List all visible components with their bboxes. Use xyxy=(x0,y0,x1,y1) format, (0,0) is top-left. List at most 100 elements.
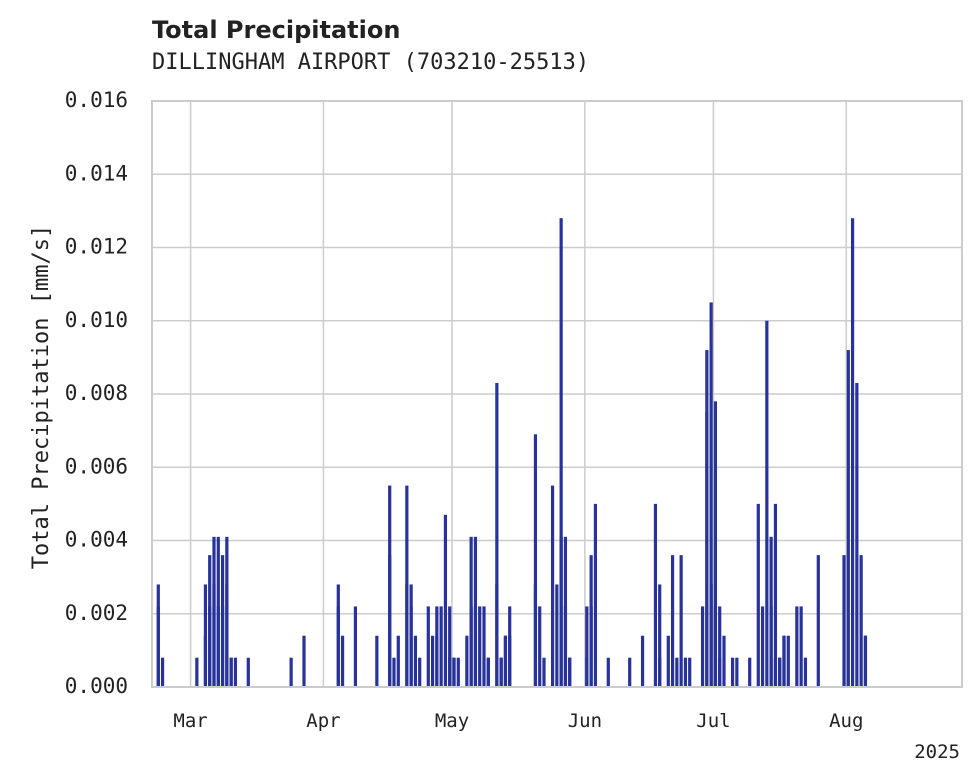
precipitation-bar xyxy=(718,657,722,687)
x-tick-label: Apr xyxy=(306,710,340,732)
precipitation-bar xyxy=(773,503,778,688)
precipitation-bar xyxy=(563,606,568,687)
precipitation-bar xyxy=(426,606,430,687)
precipitation-bar xyxy=(289,657,293,687)
x-tick-label: Aug xyxy=(829,710,863,732)
precipitation-bar xyxy=(850,218,855,687)
precipitation-bar xyxy=(709,302,713,687)
precipitation-bar xyxy=(568,657,572,687)
precipitation-bar xyxy=(730,657,735,687)
precipitation-bar xyxy=(782,635,786,687)
precipitation-bar xyxy=(542,657,546,687)
precipitation-bar xyxy=(203,584,208,687)
precipitation-bar xyxy=(640,635,645,687)
x-tick-label: Jun xyxy=(568,710,602,732)
precipitation-bar xyxy=(160,657,165,687)
precipitation-bar xyxy=(718,606,722,687)
precipitation-bar xyxy=(765,320,769,687)
chart-subtitle: DILLINGHAM AIRPORT (703210-25513) xyxy=(152,50,590,75)
precipitation-bar xyxy=(473,606,478,687)
y-tick-label: 0.010 xyxy=(65,308,128,332)
precipitation-bar xyxy=(246,657,250,687)
precipitation-bar xyxy=(756,503,760,688)
y-tick-label: 0.012 xyxy=(65,235,128,259)
precipitation-bar xyxy=(353,606,358,687)
x-tick-label: May xyxy=(435,710,469,732)
precipitation-bar xyxy=(405,584,409,687)
precipitation-bar xyxy=(413,635,418,687)
precipitation-bar xyxy=(606,657,610,687)
y-tick-label: 0.016 xyxy=(65,88,128,112)
precipitation-bar xyxy=(216,606,220,687)
precipitation-bar xyxy=(482,606,486,687)
precipitation-bar xyxy=(709,584,713,687)
precipitation-bar xyxy=(700,606,705,687)
precipitation-bar xyxy=(675,657,679,687)
precipitation-bar xyxy=(748,657,752,687)
precipitation-bar xyxy=(229,657,233,687)
precipitation-bar xyxy=(589,606,593,687)
precipitation-bar xyxy=(846,350,850,687)
precipitation-bar xyxy=(559,536,563,687)
y-axis-label: Total Precipitation [mm/s] xyxy=(29,225,54,569)
precipitation-bar xyxy=(555,584,559,687)
precipitation-bar xyxy=(392,657,396,687)
frame-layer xyxy=(151,100,963,688)
precipitation-bar xyxy=(585,606,589,687)
precipitation-bar xyxy=(499,657,503,687)
precipitation-bar xyxy=(653,503,658,688)
precipitation-bar xyxy=(778,657,782,687)
precipitation-bar xyxy=(508,635,512,687)
precipitation-bar xyxy=(409,584,413,687)
precipitation-bar xyxy=(688,657,692,687)
precipitation-bar xyxy=(486,657,490,687)
precipitation-bar xyxy=(550,485,555,687)
precipitation-bar xyxy=(439,606,443,687)
precipitation-bar xyxy=(679,555,683,687)
precipitation-bar xyxy=(670,555,675,687)
bars-layer xyxy=(156,218,868,688)
precipitation-bar xyxy=(816,555,820,687)
precipitation-bar xyxy=(336,584,340,687)
x-tick-label: Jul xyxy=(696,710,730,732)
y-tick-label: 0.006 xyxy=(65,454,128,478)
precipitation-bar xyxy=(478,606,482,687)
precipitation-bar xyxy=(156,584,160,687)
precipitation-bar xyxy=(469,606,473,687)
precipitation-bar xyxy=(495,584,499,687)
precipitation-bar xyxy=(863,635,868,687)
precipitation-bar xyxy=(465,635,469,687)
precipitation-bar xyxy=(302,635,306,687)
precipitation-bar xyxy=(705,412,709,687)
precipitation-bar xyxy=(658,584,662,687)
precipitation-bar xyxy=(795,606,799,687)
y-tick-label: 0.004 xyxy=(65,528,128,552)
precipitation-bar xyxy=(666,635,670,687)
precipitation-bar xyxy=(713,606,718,687)
axis-layer: 0.000 0.002 0.004 0.006 0.008 0.010 0.012 0.014… xyxy=(65,88,864,732)
chart-title: Total Precipitation xyxy=(152,16,401,44)
precipitation-bar xyxy=(842,555,846,687)
precipitation-bar xyxy=(452,657,456,687)
precipitation-bar xyxy=(735,657,739,687)
precipitation-bar xyxy=(769,606,773,687)
precipitation-bar xyxy=(195,657,199,687)
y-tick-label: 0.008 xyxy=(65,381,128,405)
y-tick-label: 0.000 xyxy=(65,674,128,698)
precipitation-bar xyxy=(212,584,216,687)
grid-layer xyxy=(152,100,962,688)
precipitation-bar xyxy=(456,657,460,687)
precipitation-bar xyxy=(233,657,238,687)
precipitation-bar xyxy=(225,584,229,687)
precipitation-bar xyxy=(713,401,718,687)
precipitation-bar xyxy=(448,657,452,687)
precipitation-bar xyxy=(760,606,765,687)
precipitation-bar xyxy=(533,584,538,687)
precipitation-bar xyxy=(628,657,632,687)
precipitation-bar xyxy=(803,657,808,687)
x-tick-label: Mar xyxy=(173,710,207,732)
precipitation-bar xyxy=(538,606,542,687)
x-axis-year-label: 2025 xyxy=(914,741,960,763)
plot-frame xyxy=(151,100,963,688)
